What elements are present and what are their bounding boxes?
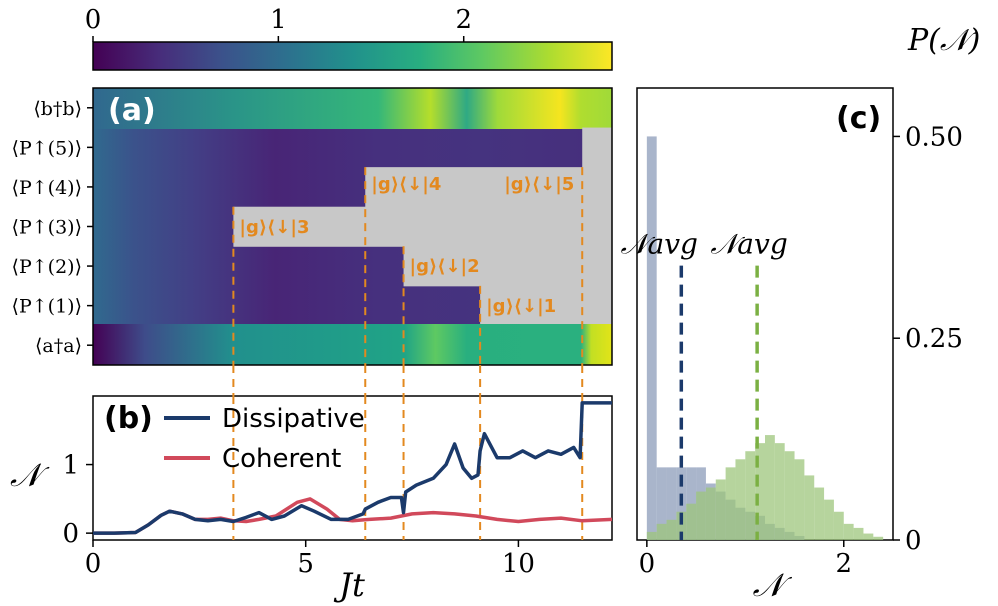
legend-label-dissipative: Dissipative (222, 404, 365, 434)
x-tick-label: 10 (502, 549, 535, 579)
panel-label-a: (a) (108, 93, 156, 128)
histogram-bar-coherent (715, 479, 726, 540)
histogram-bar-coherent (705, 487, 716, 540)
row-label: ⟨P↑(2)⟩ (12, 256, 82, 278)
jump-label: |g⟩⟨↓|5 (504, 174, 574, 195)
x-tick-label: 0 (639, 549, 656, 579)
xlabel-b: Jt (333, 566, 365, 604)
colorbar: 0 1 2 (85, 5, 613, 71)
line-axes: 0 5 10 0 1 (62, 451, 535, 579)
colorbar-ticks: 0 1 2 (85, 5, 472, 42)
heatmap-row-adagger-a (93, 324, 612, 365)
histogram-bar-coherent (646, 531, 657, 540)
row-label: ⟨P↑(3)⟩ (12, 216, 82, 238)
histogram-bar-coherent (676, 511, 687, 540)
average-lines: 𝒩avg 𝒩avg (621, 228, 788, 540)
histogram-bar-coherent (833, 511, 844, 540)
ylabel-c: P(𝒩) (907, 23, 980, 58)
y-tick-label: 0 (62, 519, 79, 549)
jump-label: |g⟩⟨↓|3 (239, 217, 309, 238)
histogram-bar-coherent (853, 527, 864, 540)
histogram-bar-dissipative (656, 467, 667, 540)
y-tick-label: 0.50 (905, 122, 963, 152)
histogram-bar-coherent (755, 443, 765, 540)
heatmap-row-labels: ⟨b†b⟩ ⟨P↑(5)⟩ ⟨P↑(4)⟩ ⟨P↑(3)⟩ ⟨P↑(2)⟩ ⟨P↑(1)⟩… (12, 98, 93, 357)
histogram-bar-coherent (725, 467, 736, 540)
histogram-bar-dissipative (666, 467, 677, 540)
colorbar-tick-label: 2 (455, 5, 472, 35)
series-line-dissipative (93, 401, 612, 535)
histogram-bar-coherent (774, 443, 785, 540)
line-panel: 0 5 10 0 1 (b) Dissipative Coherent 𝒩 Jt (10, 365, 613, 604)
legend-label-coherent: Coherent (222, 444, 341, 474)
decay-gray-regions (233, 127, 612, 326)
colorbar-gradient (92, 41, 613, 71)
histogram-bar-dissipative (646, 136, 657, 540)
heatmap-row-bdagger-b (93, 88, 612, 129)
jump-lines-a (232, 167, 584, 365)
histogram-bar-coherent (784, 451, 795, 540)
histogram-bar-coherent (735, 459, 746, 540)
histogram-bar-coherent (765, 435, 775, 540)
colorbar-tick-label: 1 (270, 5, 287, 35)
histogram-bar-coherent (745, 451, 756, 540)
histogram-bars (646, 136, 884, 540)
histogram-bar-coherent (804, 475, 815, 540)
decayed-region (582, 127, 612, 168)
jump-label: |g⟩⟨↓|2 (410, 256, 480, 277)
histogram-bar-coherent (843, 523, 854, 540)
jump-labels: |g⟩⟨↓|3 |g⟩⟨↓|4 |g⟩⟨↓|2 |g⟩⟨↓|1 |g⟩⟨↓|5 (239, 174, 574, 317)
histogram-bar-coherent (656, 523, 667, 540)
decayed-region (480, 285, 612, 326)
jump-label: |g⟩⟨↓|1 (486, 296, 556, 317)
average-label: 𝒩avg (710, 228, 787, 261)
decayed-region (365, 167, 612, 208)
xlabel-c: 𝒩 (753, 566, 793, 604)
y-tick-label: 0 (905, 526, 922, 556)
panel-label-b: (b) (104, 401, 153, 436)
histogram-panel: 𝒩avg 𝒩avg 0 2 0 0.25 0.50 (c) P(𝒩) 𝒩 (621, 23, 981, 604)
row-label: ⟨b†b⟩ (33, 98, 82, 120)
ylabel-b: 𝒩 (10, 456, 50, 494)
x-tick-label: 0 (85, 549, 102, 579)
panel-label-c: (c) (836, 101, 881, 136)
row-label: ⟨a†a⟩ (35, 335, 82, 357)
histogram-bar-coherent (686, 503, 697, 540)
histogram-axes: 0 2 0 0.25 0.50 (639, 122, 963, 579)
line-series (93, 401, 613, 535)
y-tick-label: 1 (62, 451, 79, 481)
jump-label: |g⟩⟨↓|4 (371, 174, 441, 195)
decayed-region (403, 246, 612, 287)
decayed-region (233, 206, 612, 247)
colorbar-tick-label: 0 (85, 5, 102, 35)
heatmap-panel: ⟨b†b⟩ ⟨P↑(5)⟩ ⟨P↑(4)⟩ ⟨P↑(3)⟩ ⟨P↑(2)⟩ ⟨P↑(1)⟩… (12, 87, 613, 366)
row-label: ⟨P↑(4)⟩ (12, 177, 82, 199)
histogram-bar-coherent (696, 491, 706, 540)
average-label: 𝒩avg (621, 228, 698, 261)
histogram-bar-coherent (863, 533, 874, 540)
histogram-bar-coherent (873, 536, 884, 540)
x-tick-label: 5 (297, 549, 314, 579)
legend-b: Dissipative Coherent (164, 404, 365, 474)
histogram-bar-coherent (666, 519, 677, 540)
histogram-bar-coherent (814, 487, 825, 540)
row-label: ⟨P↑(1)⟩ (12, 296, 82, 318)
x-tick-label: 2 (835, 549, 852, 579)
histogram-bar-coherent (794, 459, 805, 540)
row-label: ⟨P↑(5)⟩ (12, 137, 82, 159)
line-frame (92, 395, 613, 541)
y-tick-label: 0.25 (905, 324, 963, 354)
histogram-bar-coherent (824, 499, 834, 540)
